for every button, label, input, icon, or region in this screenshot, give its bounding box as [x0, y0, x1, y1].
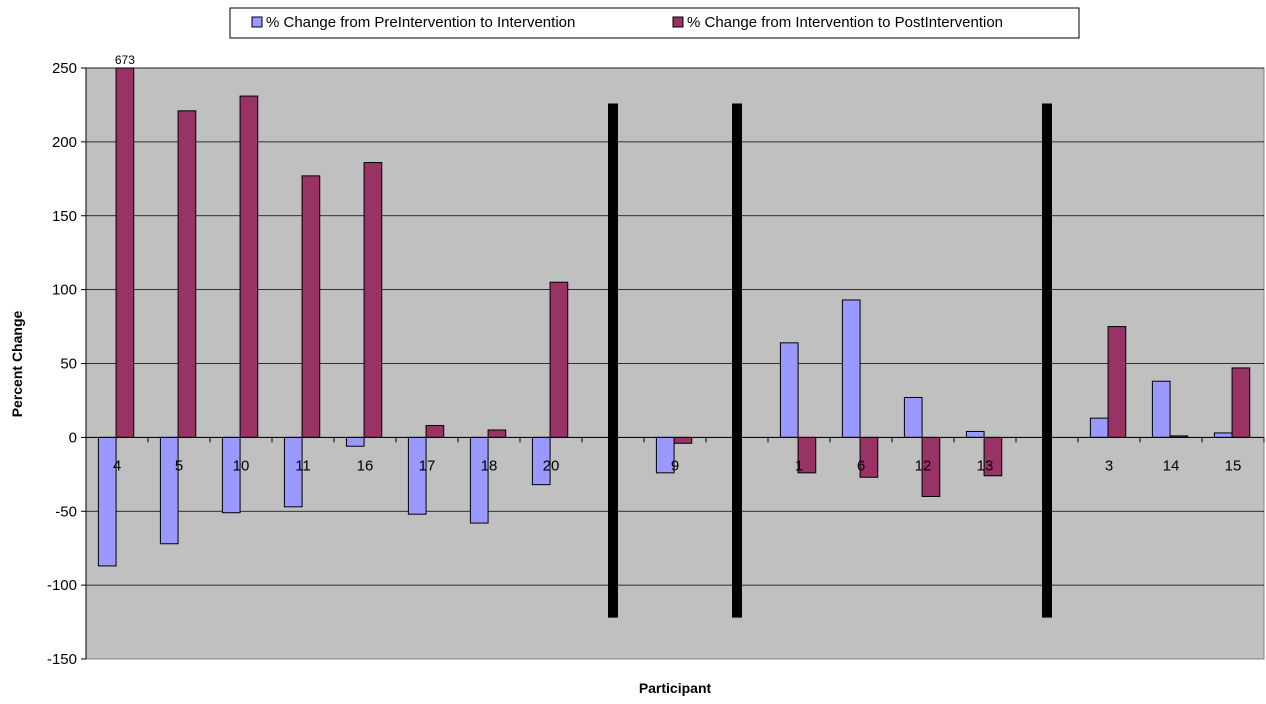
x-category-label: 12 [915, 457, 932, 474]
bar-series-1 [159, 436, 179, 545]
bar-series-2 [177, 110, 197, 438]
bar-series-2 [673, 436, 693, 444]
x-category-label: 3 [1105, 457, 1113, 474]
y-tick-label: 0 [69, 429, 77, 446]
x-category-label: 20 [543, 457, 560, 474]
x-category-label: 16 [357, 457, 374, 474]
bar-series-1 [221, 436, 241, 514]
x-category-label: 17 [419, 457, 436, 474]
separator-lines [608, 103, 1052, 618]
y-tick-label: 100 [52, 282, 77, 299]
bar-series-2 [115, 67, 135, 438]
x-category-label: 13 [977, 457, 994, 474]
bar-series-1 [965, 430, 985, 438]
data-labels: 673 [115, 53, 135, 67]
bar-series-2 [1107, 326, 1127, 438]
bar-series-1 [903, 396, 923, 438]
x-category-label: 1 [795, 457, 803, 474]
bar-series-2 [425, 425, 445, 438]
bar-series-1 [345, 436, 365, 447]
y-tick-label: -50 [55, 503, 77, 520]
bar-series-1 [1089, 417, 1109, 438]
x-category-label: 10 [233, 457, 250, 474]
x-category-label: 11 [295, 457, 311, 474]
bars [85, 67, 1265, 567]
x-category-label: 14 [1163, 457, 1180, 474]
y-tick-label: 50 [60, 356, 77, 373]
bar-series-2 [549, 281, 569, 438]
y-tick-label: 250 [52, 60, 77, 77]
x-category-label: 15 [1225, 457, 1242, 474]
bar-series-2 [239, 95, 259, 438]
x-category-label: 4 [113, 457, 121, 474]
bar-series-1 [469, 436, 489, 524]
legend-label-series-2: % Change from Intervention to PostInterv… [687, 14, 1003, 31]
bar-series-2 [1231, 367, 1251, 438]
bar-series-1 [407, 436, 427, 515]
bar-series-2 [301, 175, 321, 438]
x-category-label: 5 [175, 457, 183, 474]
bar-series-1 [841, 299, 861, 438]
y-tick-label: 150 [52, 208, 77, 225]
x-axis-category-labels: 4 5 10 11 16 17 18 20 9 1 6 12 13 3 14 15 [113, 457, 1242, 474]
bar-series-1 [779, 342, 799, 438]
y-axis-title: Percent Change [9, 310, 25, 417]
legend-swatch-series-1 [251, 16, 263, 28]
x-category-label: 18 [481, 457, 498, 474]
legend-box [229, 7, 1080, 39]
y-tick-label: -150 [47, 651, 77, 668]
bar-series-2 [487, 429, 507, 438]
x-category-label: 6 [857, 457, 865, 474]
bar-series-1 [1151, 380, 1171, 438]
x-category-label: 9 [671, 457, 679, 474]
legend-label-series-1: % Change from PreIntervention to Interve… [266, 14, 575, 31]
bar-series-2 [363, 162, 383, 438]
y-axis-tick-labels: -150 -100 -50 0 50 100 150 200 250 [47, 60, 87, 668]
x-axis-title: Participant [639, 680, 712, 696]
y-tick-label: 200 [52, 134, 77, 151]
legend-swatch-series-2 [672, 16, 684, 28]
bar-series-1 [1213, 432, 1233, 438]
y-tick-label: -100 [47, 577, 77, 594]
data-label: 673 [115, 53, 135, 67]
legend: % Change from PreIntervention to Interve… [229, 7, 1080, 39]
